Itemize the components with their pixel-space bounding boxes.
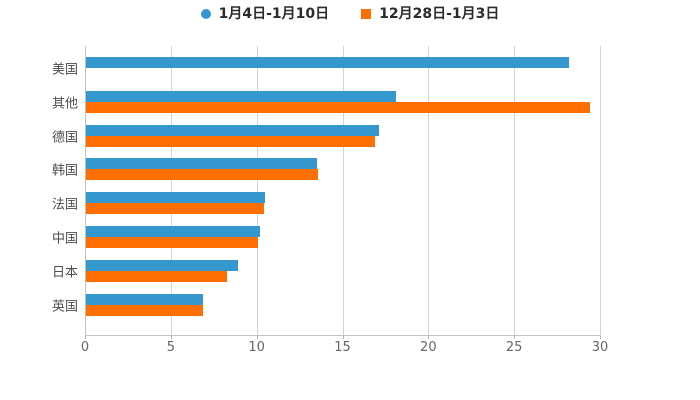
x-tick-label: 20 bbox=[420, 340, 437, 355]
bar-series0-cat1 bbox=[86, 90, 396, 102]
x-axis-tick bbox=[514, 335, 516, 339]
x-tick-label: 25 bbox=[505, 340, 523, 355]
bar-series0-cat3 bbox=[86, 158, 317, 170]
square-legend-marker-icon bbox=[361, 9, 372, 19]
bar-series0-cat6 bbox=[86, 260, 238, 272]
legend-item-jan4-jan10[interactable]: 1月4日-1月10日 bbox=[200, 5, 330, 23]
y-category-label-1: 其他 bbox=[51, 96, 78, 112]
bar-series0-cat0 bbox=[86, 56, 570, 68]
gridline bbox=[342, 46, 344, 335]
gridline bbox=[600, 46, 601, 335]
y-category-label-4: 法国 bbox=[51, 197, 78, 213]
chart-legend: 1月4日-1月10日 12月28日-1月3日 bbox=[0, 5, 700, 23]
x-axis-line bbox=[85, 335, 601, 336]
legend-label: 1月4日-1月10日 bbox=[218, 6, 330, 22]
bar-series1-cat5 bbox=[86, 237, 259, 249]
gridline bbox=[514, 46, 516, 335]
bar-series0-cat7 bbox=[86, 294, 204, 305]
x-tick-label: 30 bbox=[591, 340, 609, 355]
y-category-label-3: 韩国 bbox=[51, 163, 78, 179]
circle-legend-marker-icon bbox=[200, 9, 211, 19]
y-category-label-7: 英国 bbox=[51, 299, 78, 315]
bar-series0-cat2 bbox=[86, 124, 379, 136]
bar-series1-cat7 bbox=[86, 305, 204, 316]
bar-series1-cat2 bbox=[86, 135, 376, 147]
bar-series0-cat5 bbox=[86, 226, 261, 238]
bar-series1-cat4 bbox=[86, 203, 264, 215]
x-tick-label: 10 bbox=[248, 340, 265, 355]
bar-series1-cat3 bbox=[86, 169, 319, 181]
gridline bbox=[256, 46, 258, 335]
x-axis-tick bbox=[85, 335, 86, 339]
y-category-label-5: 中国 bbox=[51, 231, 78, 247]
gridline bbox=[428, 46, 430, 335]
legend-label: 12月28日-1月3日 bbox=[379, 6, 500, 22]
bar-series1-cat1 bbox=[86, 101, 590, 113]
x-tick-label: 0 bbox=[80, 340, 90, 355]
bar-series1-cat6 bbox=[86, 271, 228, 283]
x-axis-tick bbox=[342, 335, 344, 339]
y-category-label-6: 日本 bbox=[51, 265, 78, 281]
y-category-label-2: 德国 bbox=[51, 130, 78, 145]
legend-item-dec28-jan3[interactable]: 12月28日-1月3日 bbox=[361, 5, 499, 23]
x-axis-tick bbox=[600, 335, 601, 339]
bar-series0-cat4 bbox=[86, 192, 266, 204]
x-axis-tick bbox=[256, 335, 258, 339]
gridline bbox=[170, 46, 172, 335]
x-tick-label: 5 bbox=[166, 340, 175, 355]
x-axis-tick bbox=[428, 335, 430, 339]
y-category-label-0: 美国 bbox=[51, 62, 78, 78]
x-axis-tick bbox=[170, 335, 172, 339]
x-tick-label: 15 bbox=[334, 340, 351, 355]
y-axis-line bbox=[85, 46, 86, 335]
